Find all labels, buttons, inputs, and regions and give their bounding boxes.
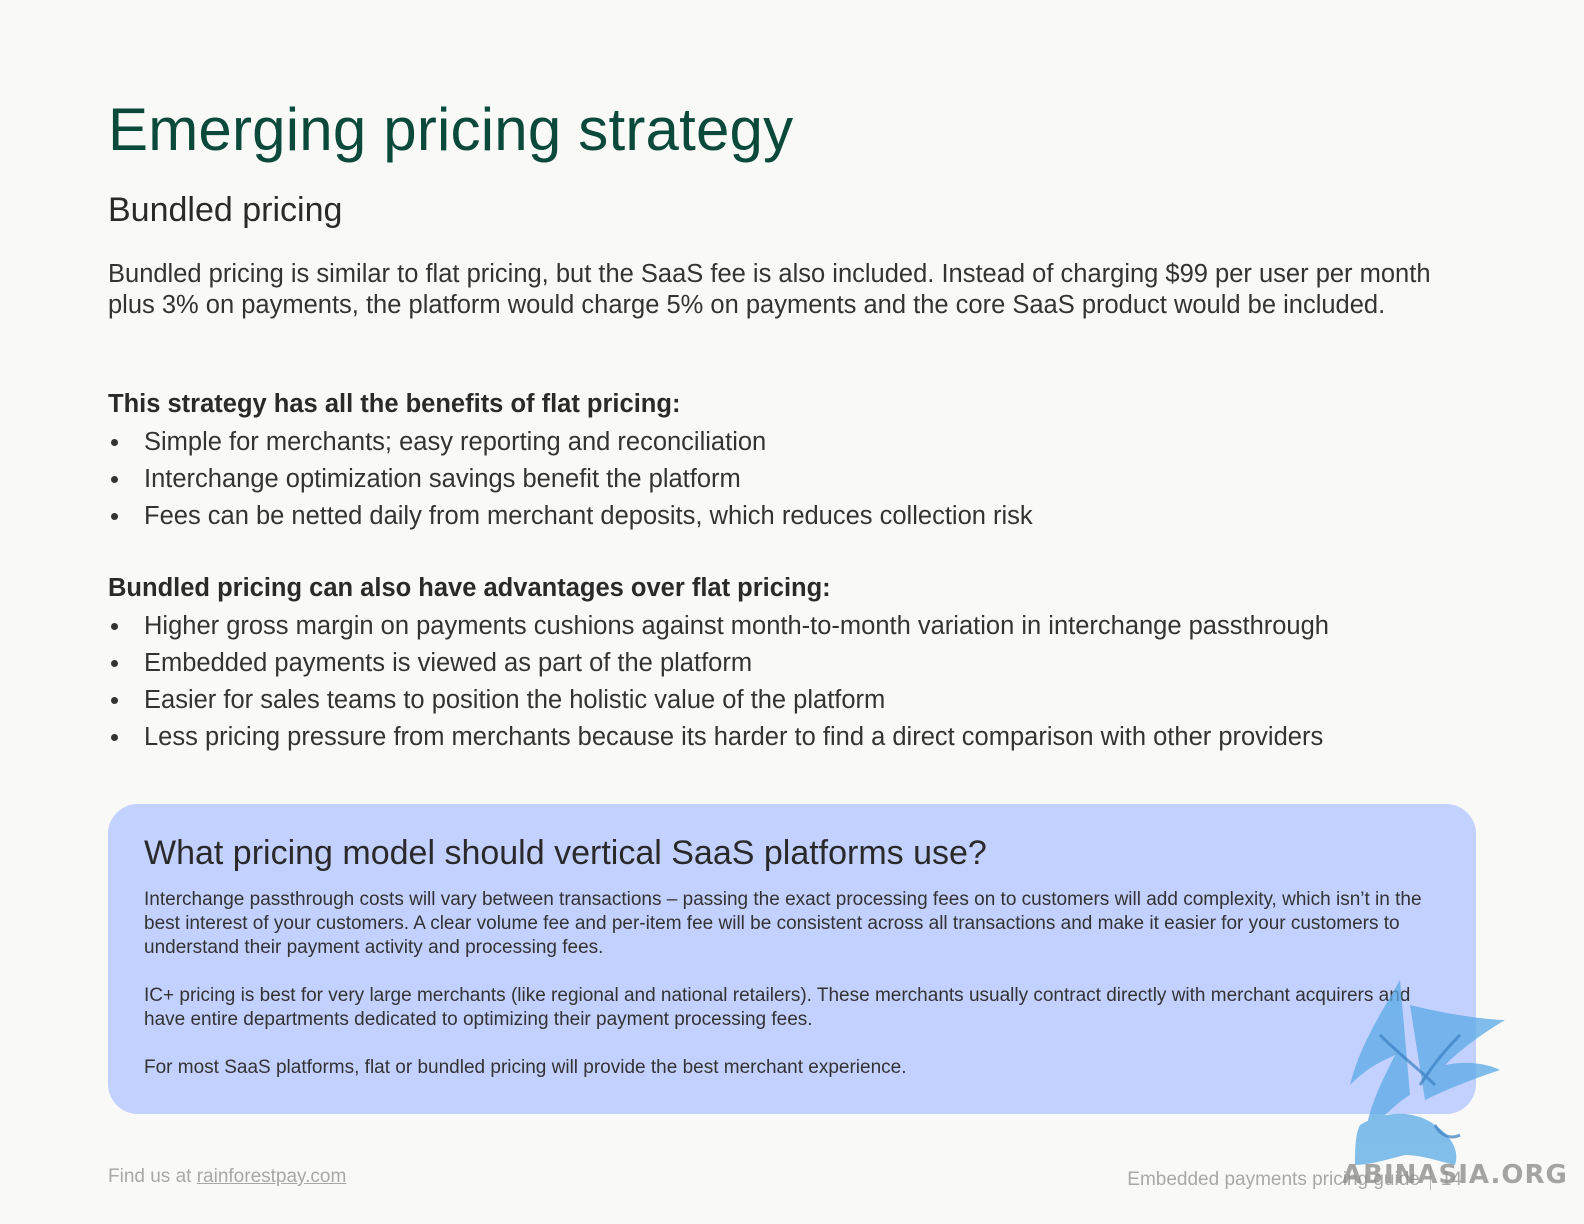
benefits-section: This strategy has all the benefits of fl… (108, 388, 1476, 535)
bullet-icon (111, 476, 118, 483)
list-item-text: Fees can be netted daily from merchant d… (144, 502, 1033, 530)
list-item-text: Interchange optimization savings benefit… (144, 465, 741, 493)
advantages-list: Higher gross margin on payments cushions… (108, 608, 1476, 756)
list-item: Fees can be netted daily from merchant d… (108, 498, 1476, 535)
page-title: Emerging pricing strategy (108, 96, 794, 163)
advantages-section: Bundled pricing can also have advantages… (108, 572, 1476, 756)
bullet-icon (111, 660, 118, 667)
list-item-text: Easier for sales teams to position the h… (144, 686, 886, 714)
list-item: Less pricing pressure from merchants bec… (108, 719, 1476, 756)
callout-box: What pricing model should vertical SaaS … (108, 804, 1476, 1114)
bullet-icon (111, 734, 118, 741)
list-item-text: Embedded payments is viewed as part of t… (144, 649, 753, 677)
list-item: Simple for merchants; easy reporting and… (108, 424, 1476, 461)
footer-divider (1429, 1166, 1431, 1190)
footer-page-info: Embedded payments pricing guide 14 (1127, 1166, 1462, 1191)
bullet-icon (111, 697, 118, 704)
footer-guide-title: Embedded payments pricing guide (1127, 1169, 1420, 1190)
page-subtitle: Bundled pricing (108, 191, 343, 229)
page-number: 14 (1440, 1169, 1462, 1190)
callout-paragraph: Interchange passthrough costs will vary … (144, 889, 1422, 958)
footer-contact: Find us at rainforestpay.com (108, 1166, 346, 1188)
advantages-heading: Bundled pricing can also have advantages… (108, 574, 831, 602)
website-link[interactable]: rainforestpay.com (196, 1166, 347, 1187)
benefits-list: Simple for merchants; easy reporting and… (108, 424, 1476, 535)
list-item: Higher gross margin on payments cushions… (108, 608, 1476, 645)
footer-prefix: Find us at (108, 1166, 197, 1187)
bullet-icon (111, 623, 118, 630)
list-item-text: Less pricing pressure from merchants bec… (144, 723, 1324, 751)
document-page: Emerging pricing strategy Bundled pricin… (108, 0, 1476, 1224)
watermark-text: ABINASIA.ORG (1342, 1160, 1568, 1190)
bullet-icon (111, 439, 118, 446)
callout-title: What pricing model should vertical SaaS … (144, 834, 987, 872)
intro-paragraph: Bundled pricing is similar to flat prici… (108, 260, 1431, 319)
list-item: Embedded payments is viewed as part of t… (108, 645, 1476, 682)
callout-paragraph: For most SaaS platforms, flat or bundled… (144, 1057, 907, 1078)
benefits-heading: This strategy has all the benefits of fl… (108, 390, 681, 418)
callout-paragraph: IC+ pricing is best for very large merch… (144, 985, 1411, 1030)
list-item: Interchange optimization savings benefit… (108, 461, 1476, 498)
bullet-icon (111, 513, 118, 520)
list-item-text: Higher gross margin on payments cushions… (144, 612, 1329, 640)
list-item-text: Simple for merchants; easy reporting and… (144, 428, 767, 456)
list-item: Easier for sales teams to position the h… (108, 682, 1476, 719)
